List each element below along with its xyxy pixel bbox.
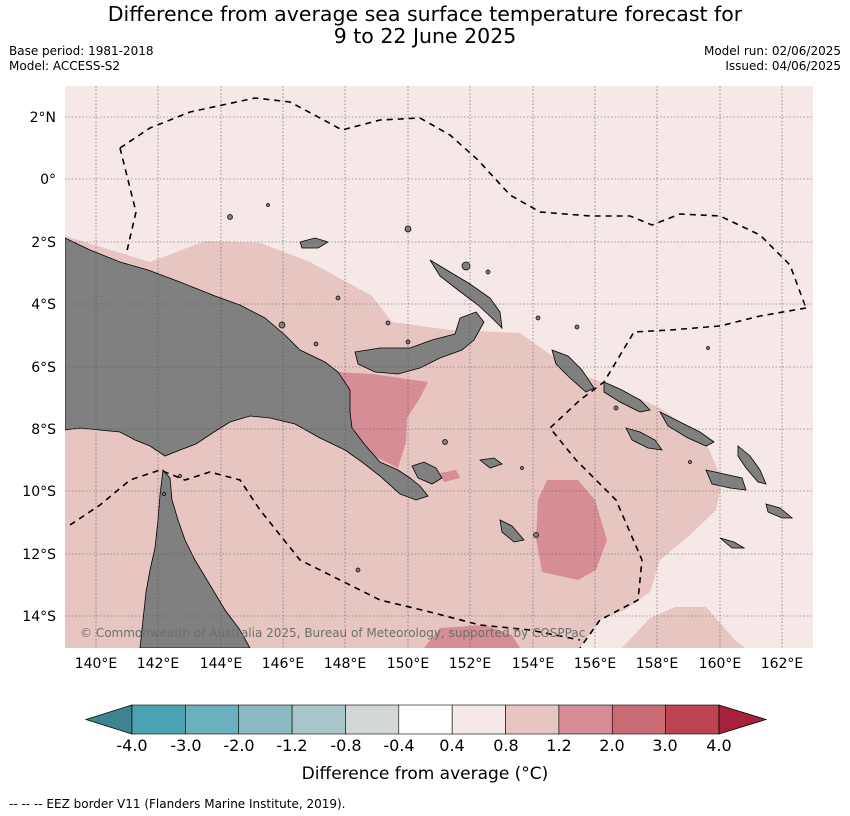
lon-label: 154°E bbox=[512, 656, 555, 672]
land-cape-york bbox=[139, 469, 251, 648]
eez-footnote: -- -- -- EEZ border V11 (Flanders Marine… bbox=[9, 797, 346, 811]
lat-label: 14°S bbox=[22, 609, 56, 625]
colorbar-extend-low bbox=[84, 704, 133, 735]
anomaly-band-1-2-2-0-coral bbox=[536, 480, 607, 580]
base-period: Base period: 1981-2018 bbox=[9, 44, 154, 58]
lon-label: 146°E bbox=[262, 656, 305, 672]
map-panel: © Commonwealth of Australia 2025, Bureau… bbox=[65, 86, 813, 648]
colorbar-tick-label: 0.8 bbox=[493, 736, 518, 755]
colorbar-ticks: -4.0 -3.0 -2.0 -1.2 -0.8 -0.4 0.4 0.8 1.… bbox=[116, 736, 731, 755]
colorbar-tick-label: 2.0 bbox=[599, 736, 624, 755]
land-new-guinea bbox=[65, 237, 429, 501]
issued-date: Issued: 04/06/2025 bbox=[725, 59, 841, 73]
land-small-islands bbox=[162, 203, 710, 573]
colorbar-tick-label: -0.8 bbox=[330, 736, 361, 755]
colorbar-tick-label: -2.0 bbox=[223, 736, 254, 755]
colorbar-tick-label: -4.0 bbox=[116, 736, 147, 755]
meta-right: Model run: 02/06/2025 Issued: 04/06/2025 bbox=[704, 44, 841, 74]
latitude-labels: 2°N 0° 2°S 4°S 6°S 8°S 10°S 12°S 14°S bbox=[22, 110, 56, 625]
land-louisiades bbox=[499, 519, 525, 543]
colorbar-tick-label: 4.0 bbox=[706, 736, 731, 755]
colorbar-label: Difference from average (°C) bbox=[301, 764, 549, 784]
colorbar-segment bbox=[665, 704, 720, 735]
meta-left: Base period: 1981-2018 Model: ACCESS-S2 bbox=[9, 44, 154, 74]
anomaly-band-1-2-2-0-small bbox=[440, 470, 460, 482]
model-run: Model run: 02/06/2025 bbox=[703, 44, 841, 58]
colorbar-segment bbox=[131, 704, 186, 735]
lat-label: 0° bbox=[40, 172, 56, 188]
lon-label: 142°E bbox=[137, 656, 180, 672]
lon-label: 140°E bbox=[75, 656, 118, 672]
land-santa-isabel bbox=[658, 411, 715, 447]
lat-label: 6°S bbox=[31, 360, 56, 376]
lon-label: 156°E bbox=[574, 656, 617, 672]
lat-label: 2°N bbox=[30, 110, 56, 126]
colorbar-segment bbox=[451, 704, 506, 735]
colorbar-segment bbox=[611, 704, 666, 735]
land-new-ireland bbox=[429, 259, 503, 330]
colorbar-segment bbox=[238, 704, 293, 735]
anomaly-band-0-8-1-2-south-east bbox=[622, 607, 745, 648]
anomaly-band-1-2-2-0-south bbox=[424, 625, 520, 648]
colorbar-segment bbox=[398, 704, 453, 735]
colorbar-tick-label: 1.2 bbox=[546, 736, 571, 755]
land-guadalcanal bbox=[705, 469, 747, 491]
lon-label: 150°E bbox=[387, 656, 430, 672]
title-line-2: 9 to 22 June 2025 bbox=[333, 24, 517, 48]
colorbar-segment bbox=[291, 704, 346, 735]
chart-title: Difference from average sea surface temp… bbox=[0, 3, 850, 47]
eez-borders bbox=[69, 97, 807, 648]
land-bougainville bbox=[551, 349, 595, 393]
lon-label: 148°E bbox=[324, 656, 367, 672]
longitude-labels: 140°E 142°E 144°E 146°E 148°E 150°E 152°… bbox=[75, 656, 804, 672]
colorbar-segment bbox=[558, 704, 613, 735]
copyright-notice: © Commonwealth of Australia 2025, Bureau… bbox=[80, 626, 585, 640]
land-makira bbox=[765, 503, 794, 519]
colorbar-tick-label: 3.0 bbox=[652, 736, 677, 755]
colorbar-tick-label: 0.4 bbox=[439, 736, 464, 755]
land-trobriand bbox=[479, 457, 503, 469]
colorbar-segment bbox=[185, 704, 240, 735]
land-new-georgia bbox=[625, 427, 663, 451]
model-name: Model: ACCESS-S2 bbox=[9, 59, 121, 73]
title-line-1: Difference from average sea surface temp… bbox=[107, 2, 743, 26]
land-new-britain bbox=[354, 311, 485, 375]
land-dentrecasteaux bbox=[411, 461, 443, 485]
lon-label: 144°E bbox=[200, 656, 243, 672]
lat-label: 8°S bbox=[31, 422, 56, 438]
colorbar-extend-high bbox=[718, 704, 768, 735]
land-malaita bbox=[737, 445, 767, 485]
colorbar bbox=[84, 704, 768, 735]
lon-label: 162°E bbox=[761, 656, 804, 672]
lat-label: 2°S bbox=[31, 235, 56, 251]
colorbar-tick-label: -1.2 bbox=[276, 736, 307, 755]
lat-label: 10°S bbox=[22, 484, 56, 500]
land-choiseul bbox=[603, 381, 651, 413]
land-manus bbox=[299, 237, 329, 249]
lon-label: 152°E bbox=[449, 656, 492, 672]
colorbar-tick-label: -3.0 bbox=[170, 736, 201, 755]
gridlines bbox=[65, 86, 813, 648]
colorbar-segment bbox=[505, 704, 560, 735]
colorbar-segment bbox=[345, 704, 400, 735]
lon-label: 160°E bbox=[699, 656, 742, 672]
lon-label: 158°E bbox=[636, 656, 679, 672]
anomaly-band-0-8-1-2-south-west bbox=[65, 428, 170, 582]
lat-label: 4°S bbox=[31, 297, 56, 313]
colorbar-tick-label: -0.4 bbox=[383, 736, 414, 755]
lat-label: 12°S bbox=[22, 547, 56, 563]
land-rennell bbox=[719, 537, 746, 549]
